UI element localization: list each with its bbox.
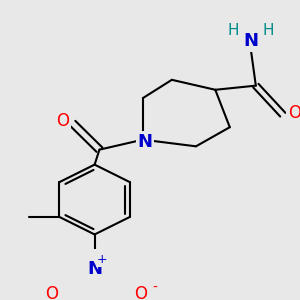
Text: O: O (45, 285, 58, 300)
Text: O: O (288, 104, 300, 122)
Text: O: O (134, 285, 148, 300)
Text: O: O (56, 112, 69, 130)
Text: N: N (244, 32, 259, 50)
Text: -: - (152, 281, 157, 295)
Text: N: N (137, 133, 152, 151)
Text: +: + (97, 253, 108, 266)
Text: H: H (228, 23, 239, 38)
Text: N: N (87, 260, 102, 278)
Text: H: H (262, 23, 274, 38)
